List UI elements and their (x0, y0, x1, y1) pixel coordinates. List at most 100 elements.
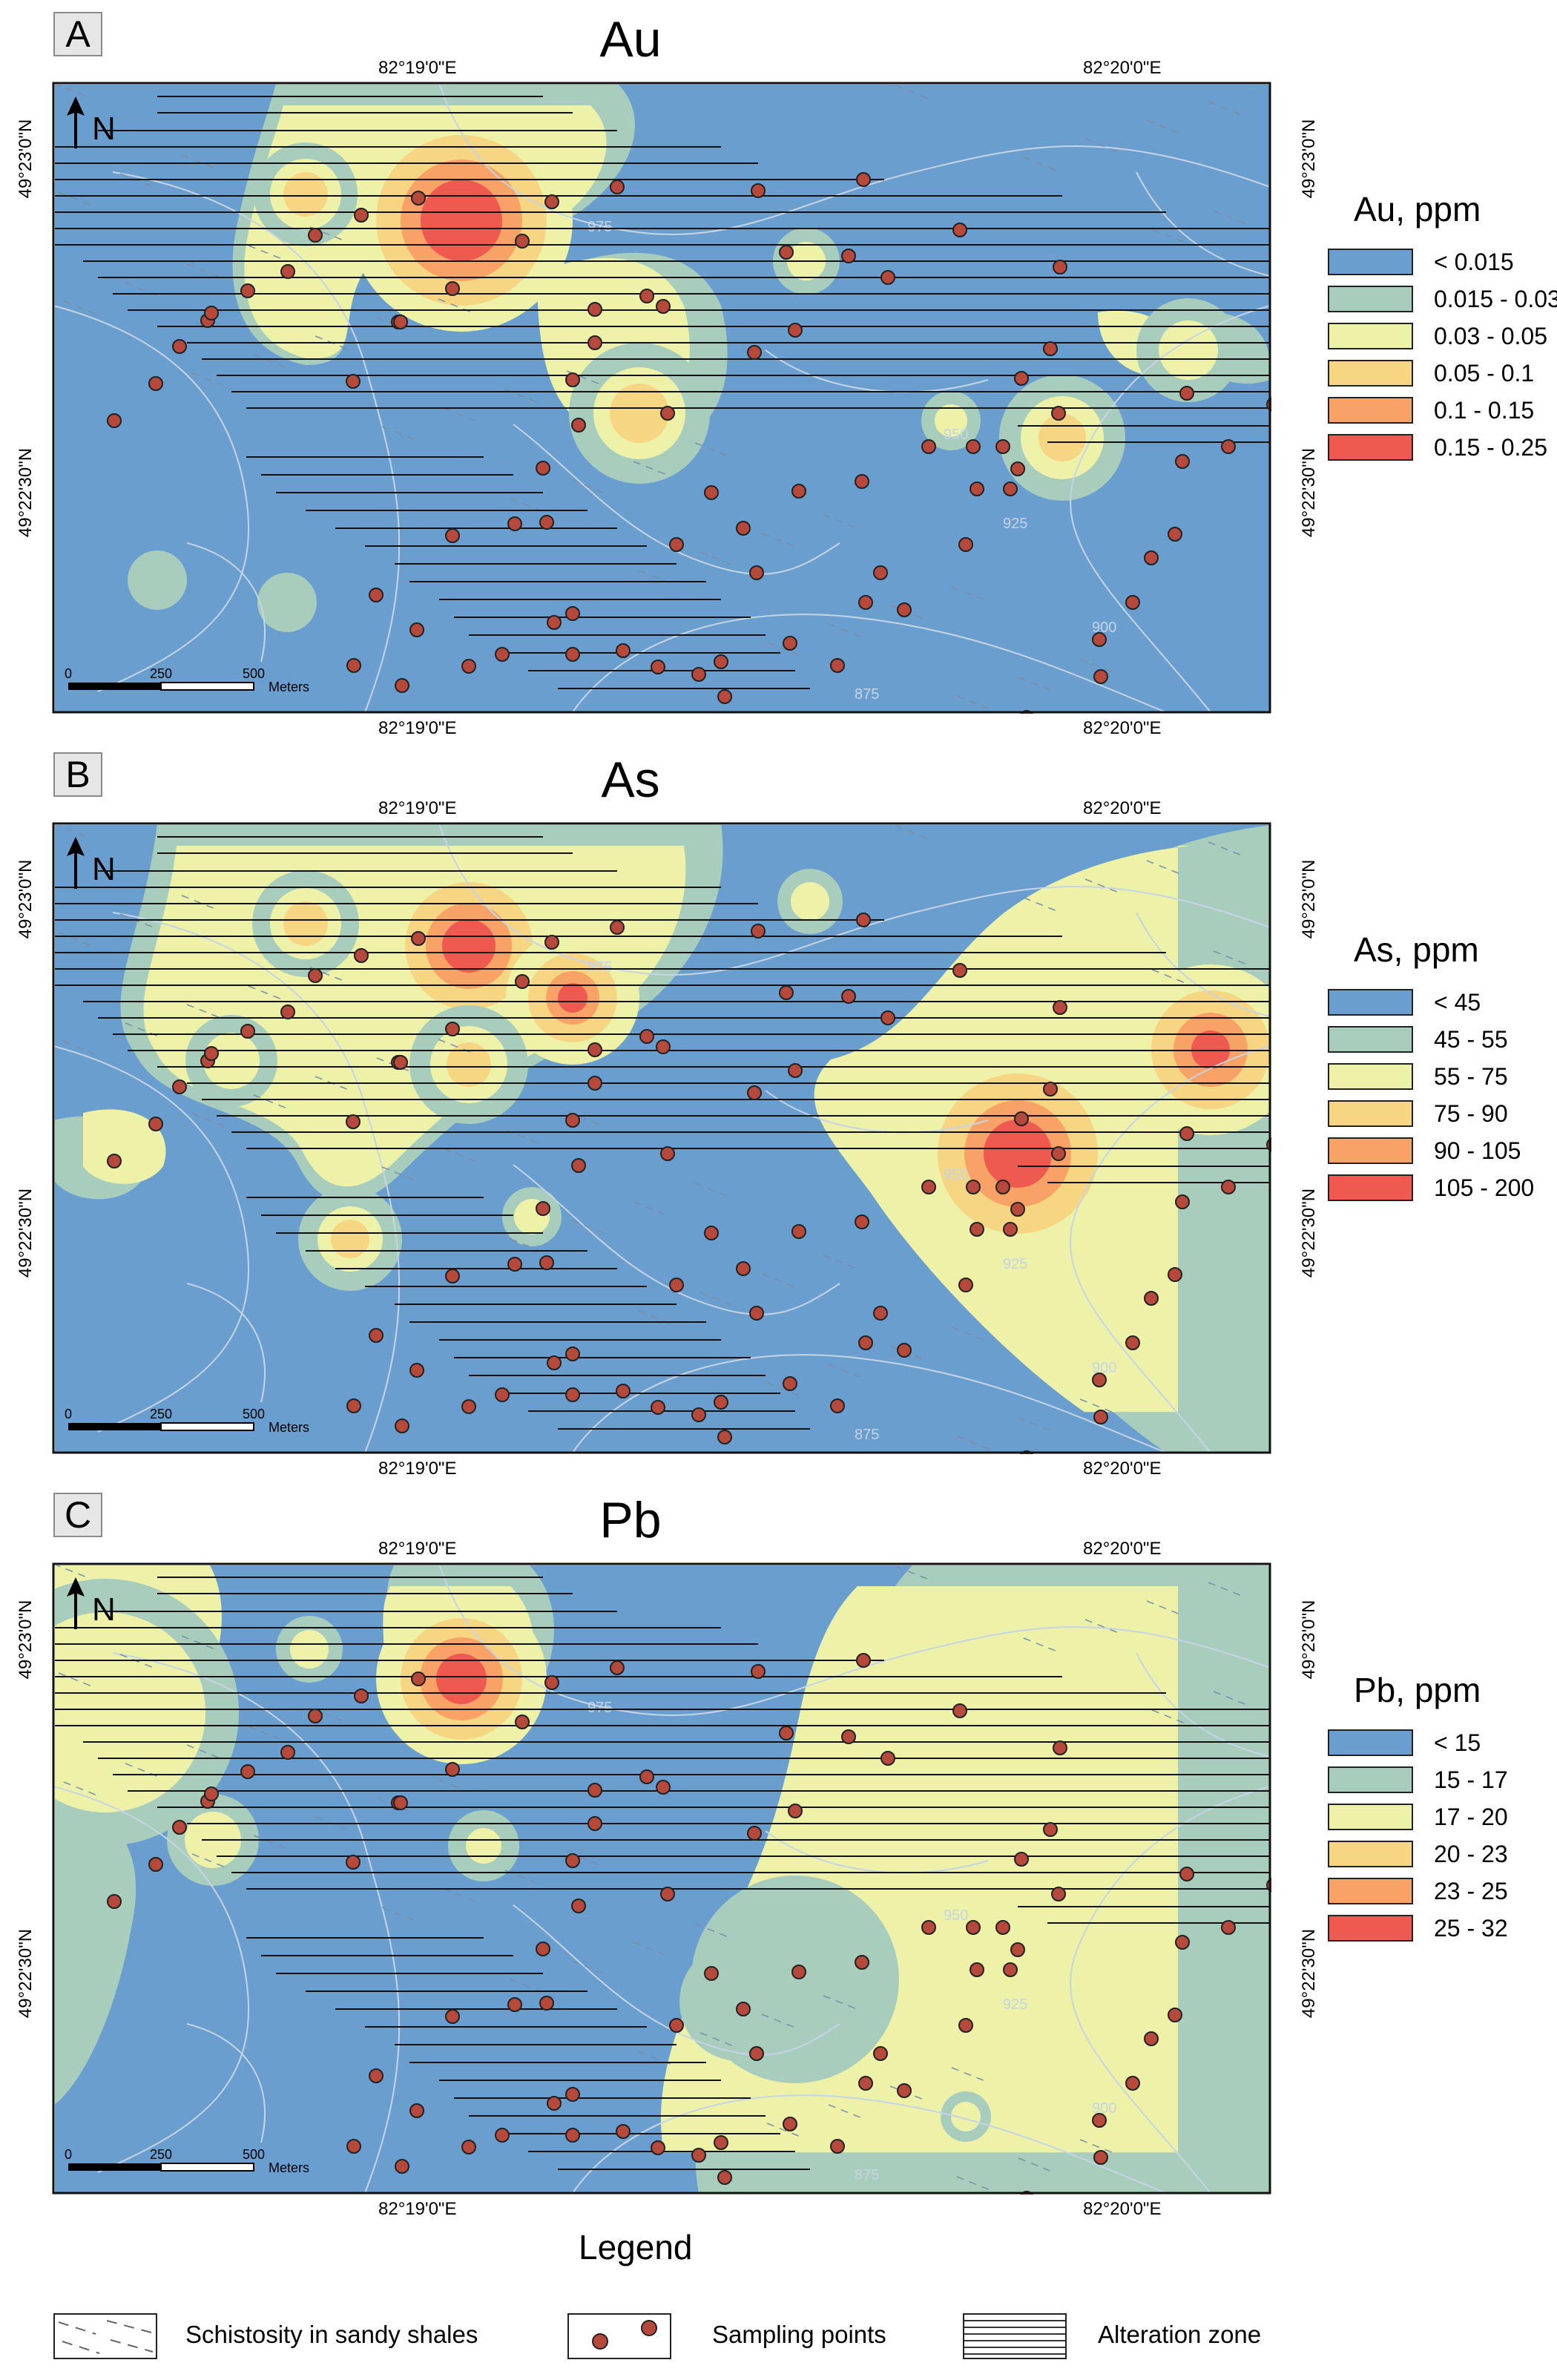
contour-line (572, 614, 1167, 713)
sampling-point (714, 2135, 728, 2150)
anomaly-halo (610, 384, 669, 443)
sampling-point (495, 1387, 510, 1402)
contour-line (55, 305, 250, 692)
sampling-point (1093, 2150, 1108, 2165)
contour-label: 875 (855, 2167, 879, 2183)
schistosity-mark (1084, 1619, 1119, 1634)
schistosity-mark (186, 1004, 221, 1019)
schistosity-mark (761, 2014, 796, 2028)
sampling-point (749, 2046, 764, 2061)
north-arrow: N (67, 1577, 116, 1629)
sampling-point (995, 439, 1010, 454)
map-panel-b: B As 82°19'0"E 82°20'0"E 82°19'0"E 82°20'0"E 4… (0, 740, 1557, 1482)
schistosity-mark (633, 461, 668, 476)
legend-swatch (1328, 286, 1413, 312)
schistosity-mark (186, 263, 221, 278)
contour-label: 900 (1092, 1360, 1116, 1376)
legend-swatch (1328, 1878, 1413, 1904)
schistosity-mark (1018, 677, 1053, 691)
sampling-point (736, 1261, 751, 1276)
schistosity-mark (766, 2123, 801, 2137)
legend-swatch (1328, 1137, 1413, 1164)
sampling-points-label: Sampling points (712, 2321, 886, 2348)
sampling-point (747, 1085, 762, 1100)
map-frame: 875 900 925 950 975 N 0 250 500 Meters (52, 82, 1271, 714)
sampling-point (1179, 386, 1194, 401)
sampling-point (148, 376, 163, 391)
schistosity-mark (761, 533, 796, 548)
anomaly-halo (128, 550, 187, 610)
sampling-point (952, 1703, 967, 1718)
schistosity-mark (633, 1201, 668, 1216)
schistosity-mark (1023, 1637, 1058, 1652)
sampling-point (704, 485, 719, 500)
longitude-label: 82°19'0"E (378, 798, 457, 818)
sampling-point (995, 1920, 1010, 1935)
sampling-point (1014, 371, 1029, 386)
schistosity-mark (1151, 969, 1186, 984)
sampling-point (669, 537, 684, 552)
sampling-point (1092, 2113, 1107, 2128)
sampling-point (565, 647, 580, 662)
sampling-point (970, 481, 984, 496)
legend-class-label: < 15 (1434, 1729, 1481, 1756)
anomaly-halo (290, 1630, 329, 1669)
schistosity-mark (828, 1364, 863, 1378)
map-border (52, 1562, 1271, 2195)
map-panel-a: A Au 82°19'0"E 82°20'0"E 82°19'0"E 82°20'0"E 4… (0, 0, 1557, 742)
north-label: N (92, 851, 116, 887)
sampling-point (172, 1079, 187, 1094)
sampling-point (1010, 461, 1025, 476)
scale-bar-tick: 500 (243, 2147, 265, 2162)
longitude-label: 82°20'0"E (1083, 718, 1162, 738)
sampling-point (1168, 2008, 1182, 2022)
alteration-zone-label: Alteration zone (1098, 2321, 1262, 2348)
latitude-label: 49°22'30"N (1299, 447, 1319, 538)
anomaly-halo (984, 1120, 1052, 1188)
map-border (52, 82, 1271, 714)
anomaly-halo (283, 172, 328, 217)
legend-swatch (1328, 434, 1413, 461)
legend-class-row: 105 - 200 (1328, 1173, 1534, 1203)
legend-class-row: 0.05 - 0.1 (1328, 358, 1534, 388)
anomaly-halo (442, 919, 496, 973)
anomaly-halo (951, 2102, 981, 2131)
sampling-point (1043, 1822, 1058, 1837)
map-content: 875 900 925 950 975 N 0 250 500 Meters (55, 85, 1271, 714)
schistosity-mark (828, 2104, 863, 2119)
sampling-point (507, 1997, 522, 2012)
contour-label: 875 (855, 686, 879, 703)
longitude-label: 82°19'0"E (378, 1539, 457, 1559)
sampling-point (1093, 669, 1108, 684)
sampling-point (616, 643, 631, 658)
legend-class-label: 90 - 105 (1434, 1137, 1521, 1164)
sampling-point (346, 374, 361, 389)
anomaly-halo (447, 1042, 491, 1087)
sampling-point (830, 658, 845, 673)
sampling-point (445, 528, 460, 543)
sampling-point (587, 1816, 602, 1831)
contour-line (765, 349, 989, 393)
sampling-point (515, 1715, 530, 1729)
scale-bar-segment (68, 2163, 161, 2171)
sampling-point (445, 2009, 460, 2024)
latitude-label: 49°22'30"N (1299, 1928, 1319, 2019)
sampling-point (660, 406, 675, 421)
sampling-point (495, 647, 510, 662)
sampling-point (691, 2148, 706, 2163)
sampling-point (1093, 1410, 1108, 1424)
sampling-point (148, 1117, 163, 1131)
longitude-label: 82°19'0"E (378, 58, 457, 78)
sampling-point (921, 439, 936, 454)
legend-class-row: 0.15 - 0.25 (1328, 433, 1547, 462)
sampling-point (308, 228, 323, 243)
schistosity-mark (381, 426, 416, 441)
schistosity-mark (1151, 1709, 1186, 1724)
sampling-point (691, 1407, 706, 1422)
sampling-point (966, 1180, 981, 1194)
contour-label: 925 (1003, 516, 1027, 532)
sampling-point (966, 1920, 981, 1935)
sampling-point (783, 1376, 797, 1391)
sampling-point (952, 223, 967, 237)
contour-line (55, 1045, 250, 1433)
